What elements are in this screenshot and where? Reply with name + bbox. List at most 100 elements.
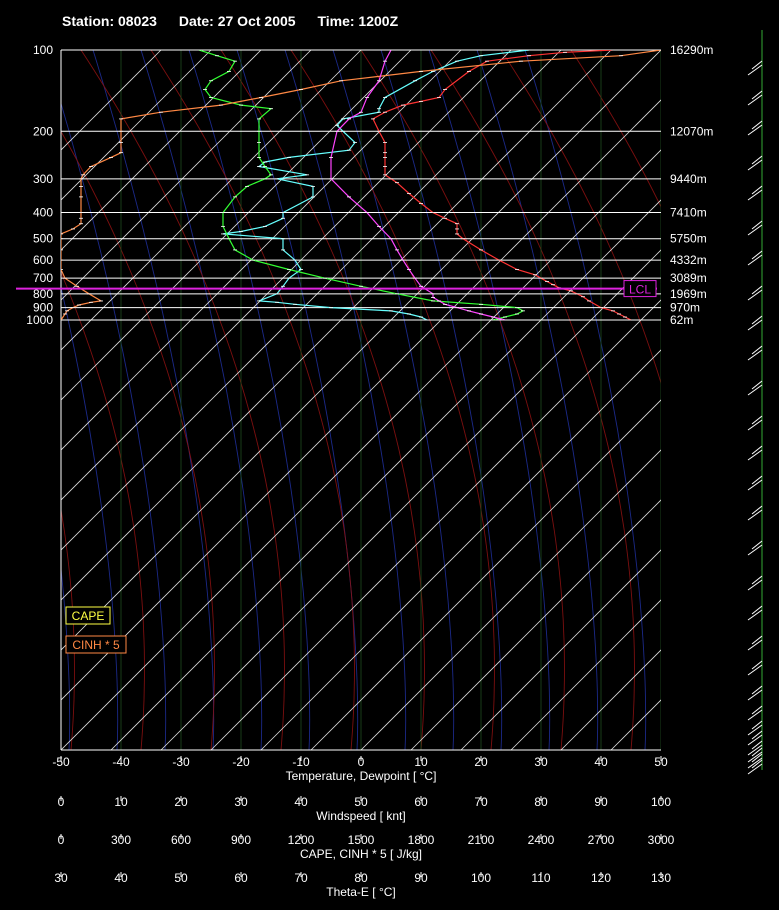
wind-barb [751, 505, 763, 515]
skew-line [61, 149, 661, 750]
axis-tick-label: 40 [114, 871, 128, 885]
cinh-legend-label: CINH * 5 [72, 638, 120, 652]
skew-line [711, 50, 779, 750]
axis-tick-label: 50 [174, 871, 188, 885]
axis-tick-label: 600 [171, 833, 191, 847]
skew-line [61, 50, 212, 201]
wind-barb [747, 124, 763, 136]
lcl-box [623, 280, 657, 298]
skew-line [460, 549, 661, 750]
axis-tick-label: 50 [654, 755, 668, 769]
wind-barb [751, 720, 763, 730]
axis-tick-label: 60 [234, 871, 248, 885]
skew-line [61, 50, 312, 301]
wind-barb [747, 664, 763, 676]
series-line-3 [61, 50, 661, 321]
axis-tick-label: 30 [234, 795, 248, 809]
wind-barb [751, 185, 763, 195]
axis-tick-label: 120 [591, 871, 611, 885]
axis-tick-label: 1500 [348, 833, 375, 847]
axis-tick-label: -40 [112, 755, 130, 769]
wind-barb [747, 254, 763, 266]
wind-barb [747, 349, 763, 361]
dry-adiabat-line [61, 271, 145, 750]
axis-title: Temperature, Dewpoint [ °C] [286, 769, 437, 783]
axis-tick-label: 40 [294, 795, 308, 809]
wind-barb [751, 747, 763, 757]
skew-line [61, 50, 412, 401]
pressure-label: 300 [33, 172, 53, 186]
series-line-0 [372, 50, 632, 321]
moist-adiabat-line [188, 50, 311, 750]
lcl-label: LCL [629, 283, 651, 297]
dry-adiabat-line [360, 50, 565, 750]
moist-adiabat-line [428, 50, 551, 750]
wind-barb [751, 285, 763, 295]
axis-tick-label: 80 [354, 871, 368, 885]
skew-line [610, 699, 661, 750]
wind-barb [747, 724, 763, 736]
axis-tick-label: 50 [354, 795, 368, 809]
pressure-label: 600 [33, 253, 53, 267]
skew-line [61, 50, 562, 551]
moist-adiabat-line [236, 50, 359, 750]
wind-barb [751, 730, 763, 740]
pressure-label: 700 [33, 271, 53, 285]
skew-line [560, 649, 661, 750]
axis-tick-label: 90 [414, 871, 428, 885]
axis-tick-label: 0 [58, 833, 65, 847]
moist-adiabat-line [61, 101, 167, 750]
cape-legend-label: CAPE [72, 609, 105, 623]
pressure-label: 500 [33, 232, 53, 246]
wind-barb [747, 449, 763, 461]
wind-barb [747, 94, 763, 106]
dry-adiabat-line [0, 50, 5, 750]
skew-line [260, 349, 661, 750]
date-label: Date: 27 Oct 2005 [178, 13, 296, 29]
skew-line [61, 50, 512, 501]
axis-tick-label: 2400 [528, 833, 555, 847]
time-label: Time: 1200Z [317, 13, 399, 29]
wind-barb [751, 705, 763, 715]
pressure-label: 900 [33, 301, 53, 315]
wind-barb [747, 64, 763, 76]
skew-line [410, 499, 661, 750]
wind-barb [751, 740, 763, 750]
wind-barb [747, 544, 763, 556]
dry-adiabat-line [61, 507, 75, 750]
axis-tick-label: -10 [292, 755, 310, 769]
axis-tick-label: 100 [651, 795, 671, 809]
skew-line [160, 249, 661, 750]
wind-barb [747, 639, 763, 651]
series-line-4 [330, 50, 506, 321]
wind-barb [751, 445, 763, 455]
wind-barb [747, 744, 763, 756]
series-line-2 [198, 50, 525, 321]
axis-tick-label: 110 [531, 871, 550, 885]
pressure-label: 800 [33, 287, 53, 301]
axis-tick-label: 70 [474, 795, 488, 809]
wind-barb [747, 419, 763, 431]
height-label: 1969m [670, 287, 707, 301]
wind-barb [751, 60, 763, 70]
axis-tick-label: -50 [52, 755, 70, 769]
wind-barb [747, 189, 763, 201]
moist-adiabat-line [524, 50, 647, 750]
pressure-label: 1000 [26, 313, 53, 327]
axis-tick-label: 10 [414, 755, 428, 769]
wind-barb [751, 635, 763, 645]
moist-adiabat-line [140, 50, 263, 750]
axis-tick-label: 30 [534, 755, 548, 769]
wind-barb [747, 763, 763, 775]
wind-barb [747, 734, 763, 746]
axis-title: Windspeed [ knt] [316, 809, 405, 823]
dry-adiabat-line [61, 130, 215, 750]
wind-barb [751, 753, 763, 763]
skew-line [360, 449, 661, 750]
wind-barb [747, 289, 763, 301]
skew-line [61, 50, 612, 601]
wind-barb [747, 579, 763, 591]
skew-line [210, 299, 661, 750]
moist-adiabat-line [92, 50, 215, 750]
dry-adiabat-line [220, 50, 425, 750]
